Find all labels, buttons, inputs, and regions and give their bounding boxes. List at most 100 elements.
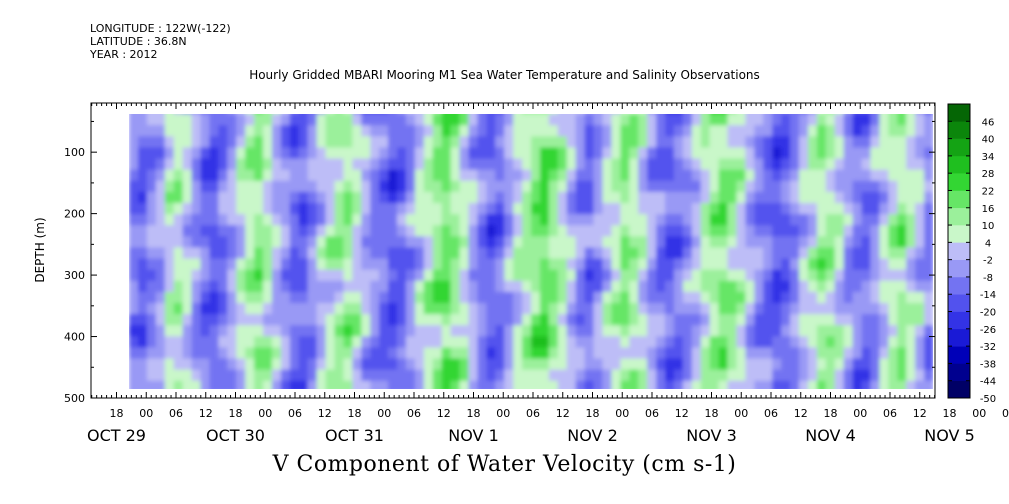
heatmap-cell — [504, 380, 514, 389]
heatmap-cell — [781, 302, 791, 315]
heatmap-cell — [450, 114, 461, 126]
heatmap-cell — [245, 314, 255, 326]
heatmap-cell — [405, 258, 416, 271]
heatmap-cell — [736, 358, 746, 371]
heatmap-cell — [379, 291, 389, 304]
heatmap-cell — [665, 336, 675, 349]
heatmap-cell — [673, 314, 684, 326]
heatmap-cell — [736, 369, 746, 382]
heatmap-cell — [254, 347, 264, 360]
heatmap-cell — [682, 158, 693, 171]
heatmap-cell — [352, 347, 362, 360]
heatmap-cell — [763, 347, 773, 360]
heatmap-cell — [423, 369, 434, 382]
heatmap-cell — [191, 280, 202, 293]
heatmap-cell — [218, 158, 228, 171]
heatmap-cell — [459, 269, 470, 282]
heatmap-cell — [682, 247, 693, 260]
heatmap-cell — [897, 214, 907, 226]
heatmap-cell — [254, 114, 264, 126]
heatmap-cell — [254, 158, 264, 171]
heatmap-cell — [754, 358, 764, 371]
heatmap-cell — [513, 147, 523, 160]
heatmap-cell — [522, 147, 532, 160]
heatmap-cell — [557, 314, 568, 326]
heatmap-cell — [271, 325, 282, 337]
heatmap-cell — [620, 280, 630, 293]
heatmap-cell — [906, 280, 916, 293]
heatmap-cell — [745, 236, 755, 249]
heatmap-cell — [280, 347, 291, 360]
heatmap-cell — [531, 202, 541, 215]
heatmap-cell — [164, 169, 175, 182]
heatmap-cell — [245, 125, 255, 137]
heatmap-cell — [298, 302, 309, 315]
heatmap-cell — [843, 191, 854, 204]
heatmap-cell — [379, 191, 389, 204]
heatmap-cell — [271, 158, 282, 171]
heatmap-cell — [807, 380, 818, 389]
heatmap-cell — [727, 158, 738, 171]
heatmap-cell — [263, 325, 273, 337]
heatmap-cell — [209, 214, 219, 226]
heatmap-cell — [861, 125, 872, 137]
heatmap-cell — [852, 214, 863, 226]
heatmap-cell — [727, 191, 738, 204]
heatmap-cell — [816, 147, 827, 160]
heatmap-cell — [263, 114, 273, 126]
heatmap-cell — [227, 358, 237, 371]
heatmap-cell — [852, 347, 863, 360]
heatmap-cell — [879, 147, 889, 160]
heatmap-cell — [736, 258, 746, 271]
heatmap-cell — [468, 314, 478, 326]
heatmap-cell — [861, 136, 872, 149]
heatmap-cell — [673, 147, 684, 160]
heatmap-cell — [834, 302, 845, 315]
heatmap-cell — [611, 202, 621, 215]
heatmap-cell — [593, 202, 604, 215]
heatmap-cell — [352, 236, 362, 249]
heatmap-cell — [370, 125, 380, 137]
heatmap-cell — [897, 236, 907, 249]
heatmap-cell — [468, 336, 478, 349]
heatmap-cell — [495, 169, 505, 182]
heatmap-cell — [781, 280, 791, 293]
heatmap-cell — [825, 336, 836, 349]
heatmap-cell — [843, 125, 854, 137]
x-hour-label: 18 — [586, 407, 600, 420]
heatmap-cell — [611, 247, 621, 260]
heatmap-cell — [397, 225, 407, 237]
heatmap-cell — [736, 236, 746, 249]
heatmap-cell — [718, 347, 729, 360]
heatmap-cell — [218, 358, 228, 371]
heatmap-cell — [227, 158, 237, 171]
heatmap-cell — [807, 169, 818, 182]
heatmap-cell — [709, 191, 720, 204]
heatmap-cell — [745, 314, 755, 326]
heatmap-cell — [638, 280, 648, 293]
heatmap-cell — [271, 214, 282, 226]
heatmap-cell — [852, 380, 863, 389]
heatmap-cell — [388, 114, 398, 126]
heatmap-cell — [379, 214, 389, 226]
heatmap-cell — [486, 291, 496, 304]
heatmap-cell — [691, 380, 702, 389]
colorbar-swatch — [948, 346, 970, 364]
heatmap-cell — [593, 336, 604, 349]
y-tick-label: 100 — [64, 146, 85, 159]
heatmap-cell — [736, 169, 746, 182]
heatmap-cell — [513, 158, 523, 171]
heatmap-cell — [915, 291, 925, 304]
heatmap-cell — [602, 114, 612, 126]
heatmap-cell — [754, 225, 764, 237]
heatmap-cell — [209, 358, 219, 371]
heatmap-cell — [673, 369, 684, 382]
heatmap-cell — [879, 225, 889, 237]
heatmap-cell — [245, 191, 255, 204]
heatmap-cell — [405, 169, 416, 182]
heatmap-cell — [915, 125, 925, 137]
heatmap-cell — [754, 114, 764, 126]
heatmap-cell — [289, 236, 300, 249]
heatmap-cell — [763, 380, 773, 389]
heatmap-cell — [209, 380, 219, 389]
